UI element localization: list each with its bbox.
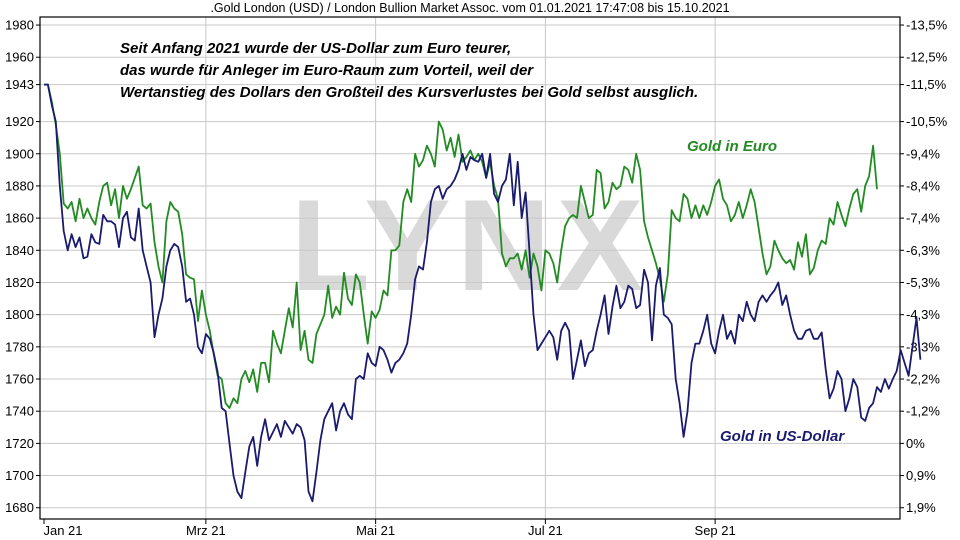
y-tick-label-left: 1860 — [5, 211, 34, 226]
x-tick-label: Jan 21 — [43, 523, 82, 538]
y-tick-label-left: 1980 — [5, 18, 34, 33]
y-tick-label-right: 0% — [906, 436, 925, 451]
x-tick-label: Sep 21 — [695, 523, 736, 538]
series-label-gold-usd: Gold in US-Dollar — [720, 428, 845, 445]
y-tick-label-left: 1920 — [5, 114, 34, 129]
chart-title: .Gold London (USD) / London Bullion Mark… — [210, 1, 729, 15]
y-tick-label-right: -11,5% — [906, 77, 947, 92]
x-tick-label: Mai 21 — [356, 523, 395, 538]
y-tick-label-right: -13,5% — [906, 18, 948, 33]
annotation-line-1: Seit Anfang 2021 wurde der US-Dollar zum… — [120, 40, 511, 57]
y-tick-label-left: 1760 — [5, 372, 34, 387]
lynx-watermark: LYNX — [291, 172, 650, 318]
y-axis-right: 1,9% 0,9% 0% -1,2% -2,2% -3,3% -4,3% -5,3% -6,3%… — [900, 18, 948, 515]
annotation-line-3: Wertanstieg des Dollars den Großteil des… — [120, 84, 698, 101]
x-tick-label: Jul 21 — [528, 523, 563, 538]
y-tick-label-right: -3,3% — [906, 339, 940, 354]
y-tick-label-right: -1,2% — [906, 404, 940, 419]
y-tick-label-left: 1820 — [5, 275, 34, 290]
y-tick-label-left: 1740 — [5, 404, 34, 419]
y-tick-label-left: 1720 — [5, 436, 34, 451]
series-line-gold-usd — [44, 83, 922, 503]
y-tick-label-right: -7,4% — [906, 211, 940, 226]
y-tick-label-left: 1960 — [5, 50, 34, 65]
y-tick-label-left: 1780 — [5, 339, 34, 354]
y-tick-label-right: -12,5% — [906, 50, 948, 65]
y-tick-label-left: 1943 — [5, 77, 34, 92]
series-lines — [44, 83, 922, 503]
y-tick-label-right: -8,4% — [906, 178, 940, 193]
y-tick-label-right: -4,3% — [906, 307, 940, 322]
y-tick-label-right: -10,5% — [906, 114, 948, 129]
annotation-line-2: das wurde für Anleger im Euro-Raum zum V… — [120, 62, 534, 79]
y-tick-label-left: 1840 — [5, 243, 34, 258]
series-label-gold-euro: Gold in Euro — [687, 138, 777, 155]
y-tick-label-left: 1900 — [5, 146, 34, 161]
y-tick-label-left: 1800 — [5, 307, 34, 322]
y-tick-label-right: -2,2% — [906, 372, 940, 387]
plot-frame — [39, 16, 901, 520]
y-tick-label-left: 1680 — [5, 500, 34, 515]
y-tick-label-left: 1700 — [5, 468, 34, 483]
y-axis-left: 1680 1700 1720 1740 1760 1780 1800 1820 1840 1860… — [5, 18, 40, 515]
y-tick-label-left: 1880 — [5, 178, 34, 193]
series-line-gold-euro — [44, 83, 878, 409]
x-axis: Jan 21 Mrz 21 Mai 21 Jul 21 Sep 21 — [43, 519, 736, 538]
y-tick-label-right: -6,3% — [906, 243, 940, 258]
y-tick-label-right: 1,9% — [906, 500, 936, 515]
x-tick-label: Mrz 21 — [186, 523, 226, 538]
y-tick-label-right: 0,9% — [906, 468, 936, 483]
y-tick-label-right: -5,3% — [906, 275, 940, 290]
y-tick-label-right: -9,4% — [906, 146, 940, 161]
